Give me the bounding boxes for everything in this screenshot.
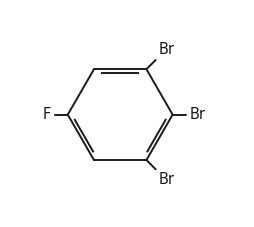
Text: Br: Br <box>189 107 205 122</box>
Text: Br: Br <box>158 172 174 187</box>
Text: Br: Br <box>158 42 174 57</box>
Text: F: F <box>42 107 51 122</box>
